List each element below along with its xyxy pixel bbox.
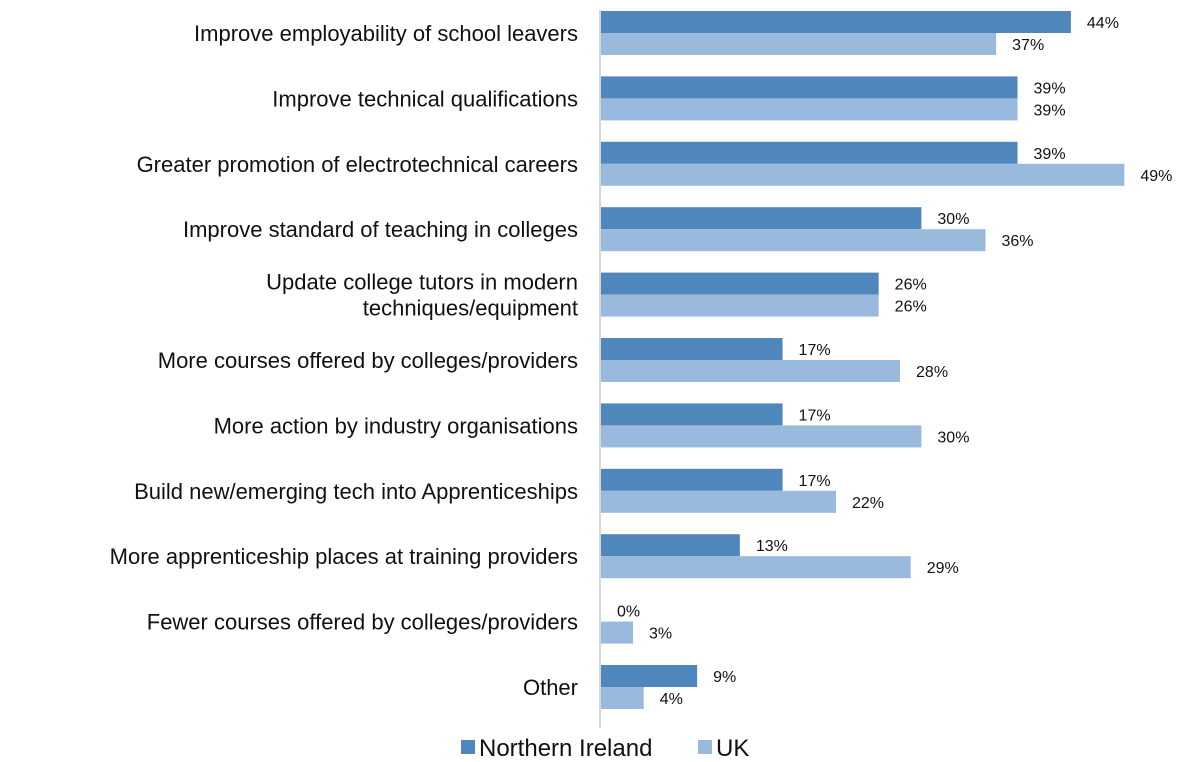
bar-northern-ireland — [601, 76, 1018, 99]
bar-northern-ireland — [601, 665, 698, 687]
bar-northern-ireland — [601, 207, 922, 230]
category-label-line: More action by industry organisations — [214, 413, 578, 438]
category-label: Fewer courses offered by colleges/provid… — [147, 610, 578, 635]
bar-northern-ireland — [601, 403, 783, 426]
value-label: 44% — [1087, 15, 1119, 32]
bar-northern-ireland — [601, 11, 1071, 33]
category-label-line: More apprenticeship places at training p… — [110, 544, 578, 569]
legend-label: Northern Ireland — [479, 735, 652, 762]
value-label: 30% — [937, 211, 969, 228]
bar-uk — [601, 294, 879, 317]
bar-northern-ireland — [601, 534, 740, 557]
value-label: 17% — [799, 473, 831, 490]
category-labels: Improve employability of school leavers I… — [110, 21, 578, 700]
category-label-line: Improve standard of teaching in colleges — [183, 217, 578, 242]
value-label: 17% — [799, 407, 831, 424]
category-label: More action by industry organisations — [214, 413, 578, 438]
category-label-line: Greater promotion of electrotechnical ca… — [137, 152, 578, 177]
bar-uk — [601, 163, 1125, 186]
category-label: Build new/emerging tech into Apprentices… — [134, 479, 578, 504]
category-label-line: Fewer courses offered by colleges/provid… — [147, 610, 578, 635]
bar-northern-ireland — [601, 468, 783, 491]
bar-uk — [601, 687, 644, 709]
category-label: Greater promotion of electrotechnical ca… — [137, 152, 578, 177]
bar-uk — [601, 360, 901, 382]
value-label: 26% — [895, 277, 927, 294]
value-label: 30% — [937, 429, 969, 446]
bars — [601, 11, 1125, 709]
bar-uk — [601, 98, 1018, 121]
bar-uk — [601, 33, 997, 55]
value-label: 26% — [895, 299, 927, 316]
legend-swatch-northern-ireland — [461, 740, 475, 754]
bar-northern-ireland — [601, 272, 879, 295]
category-label-line: Improve technical qualifications — [272, 86, 578, 111]
legend-swatch-uk — [698, 740, 712, 754]
bar-uk — [601, 556, 911, 579]
category-label: Improve technical qualifications — [272, 86, 578, 111]
value-labels: 44% 37% 39% 39% 39% 49% 30% 36% 26% 26% 17% 28% 17% 3… — [617, 15, 1172, 708]
legend: Northern Ireland UK — [461, 735, 749, 762]
value-label: 37% — [1012, 37, 1044, 54]
category-label: Improve employability of school leavers — [194, 21, 578, 46]
value-label: 39% — [1034, 80, 1066, 97]
category-label: Other — [523, 675, 578, 700]
category-label-line: Build new/emerging tech into Apprentices… — [134, 479, 578, 504]
value-label: 28% — [916, 364, 948, 381]
category-label: More apprenticeship places at training p… — [110, 544, 578, 569]
value-label: 36% — [1001, 233, 1033, 250]
category-label-line: More courses offered by colleges/provide… — [158, 348, 578, 373]
category-label: More courses offered by colleges/provide… — [158, 348, 578, 373]
category-label-line: techniques/equipment — [363, 296, 578, 321]
category-label-line: Update college tutors in modern — [266, 270, 578, 295]
bar-uk — [601, 229, 986, 252]
value-label: 0% — [617, 604, 640, 621]
value-label: 17% — [799, 342, 831, 359]
value-label: 39% — [1034, 146, 1066, 163]
bar-uk — [601, 621, 634, 644]
value-label: 22% — [852, 495, 884, 512]
category-label: Improve standard of teaching in colleges — [183, 217, 578, 242]
bar-uk — [601, 490, 836, 513]
category-label-line: Other — [523, 675, 578, 700]
value-label: 29% — [927, 560, 959, 577]
bar-northern-ireland — [601, 141, 1018, 164]
bar-uk — [601, 425, 922, 448]
value-label: 3% — [649, 626, 672, 643]
value-label: 49% — [1140, 168, 1172, 185]
bar-northern-ireland — [601, 338, 783, 360]
category-label-line: Improve employability of school leavers — [194, 21, 578, 46]
value-label: 9% — [713, 669, 736, 686]
value-label: 13% — [756, 538, 788, 555]
value-label: 39% — [1034, 102, 1066, 119]
legend-label: UK — [716, 735, 749, 762]
value-label: 4% — [660, 691, 683, 708]
category-label: Update college tutors in modern technique… — [266, 270, 578, 321]
